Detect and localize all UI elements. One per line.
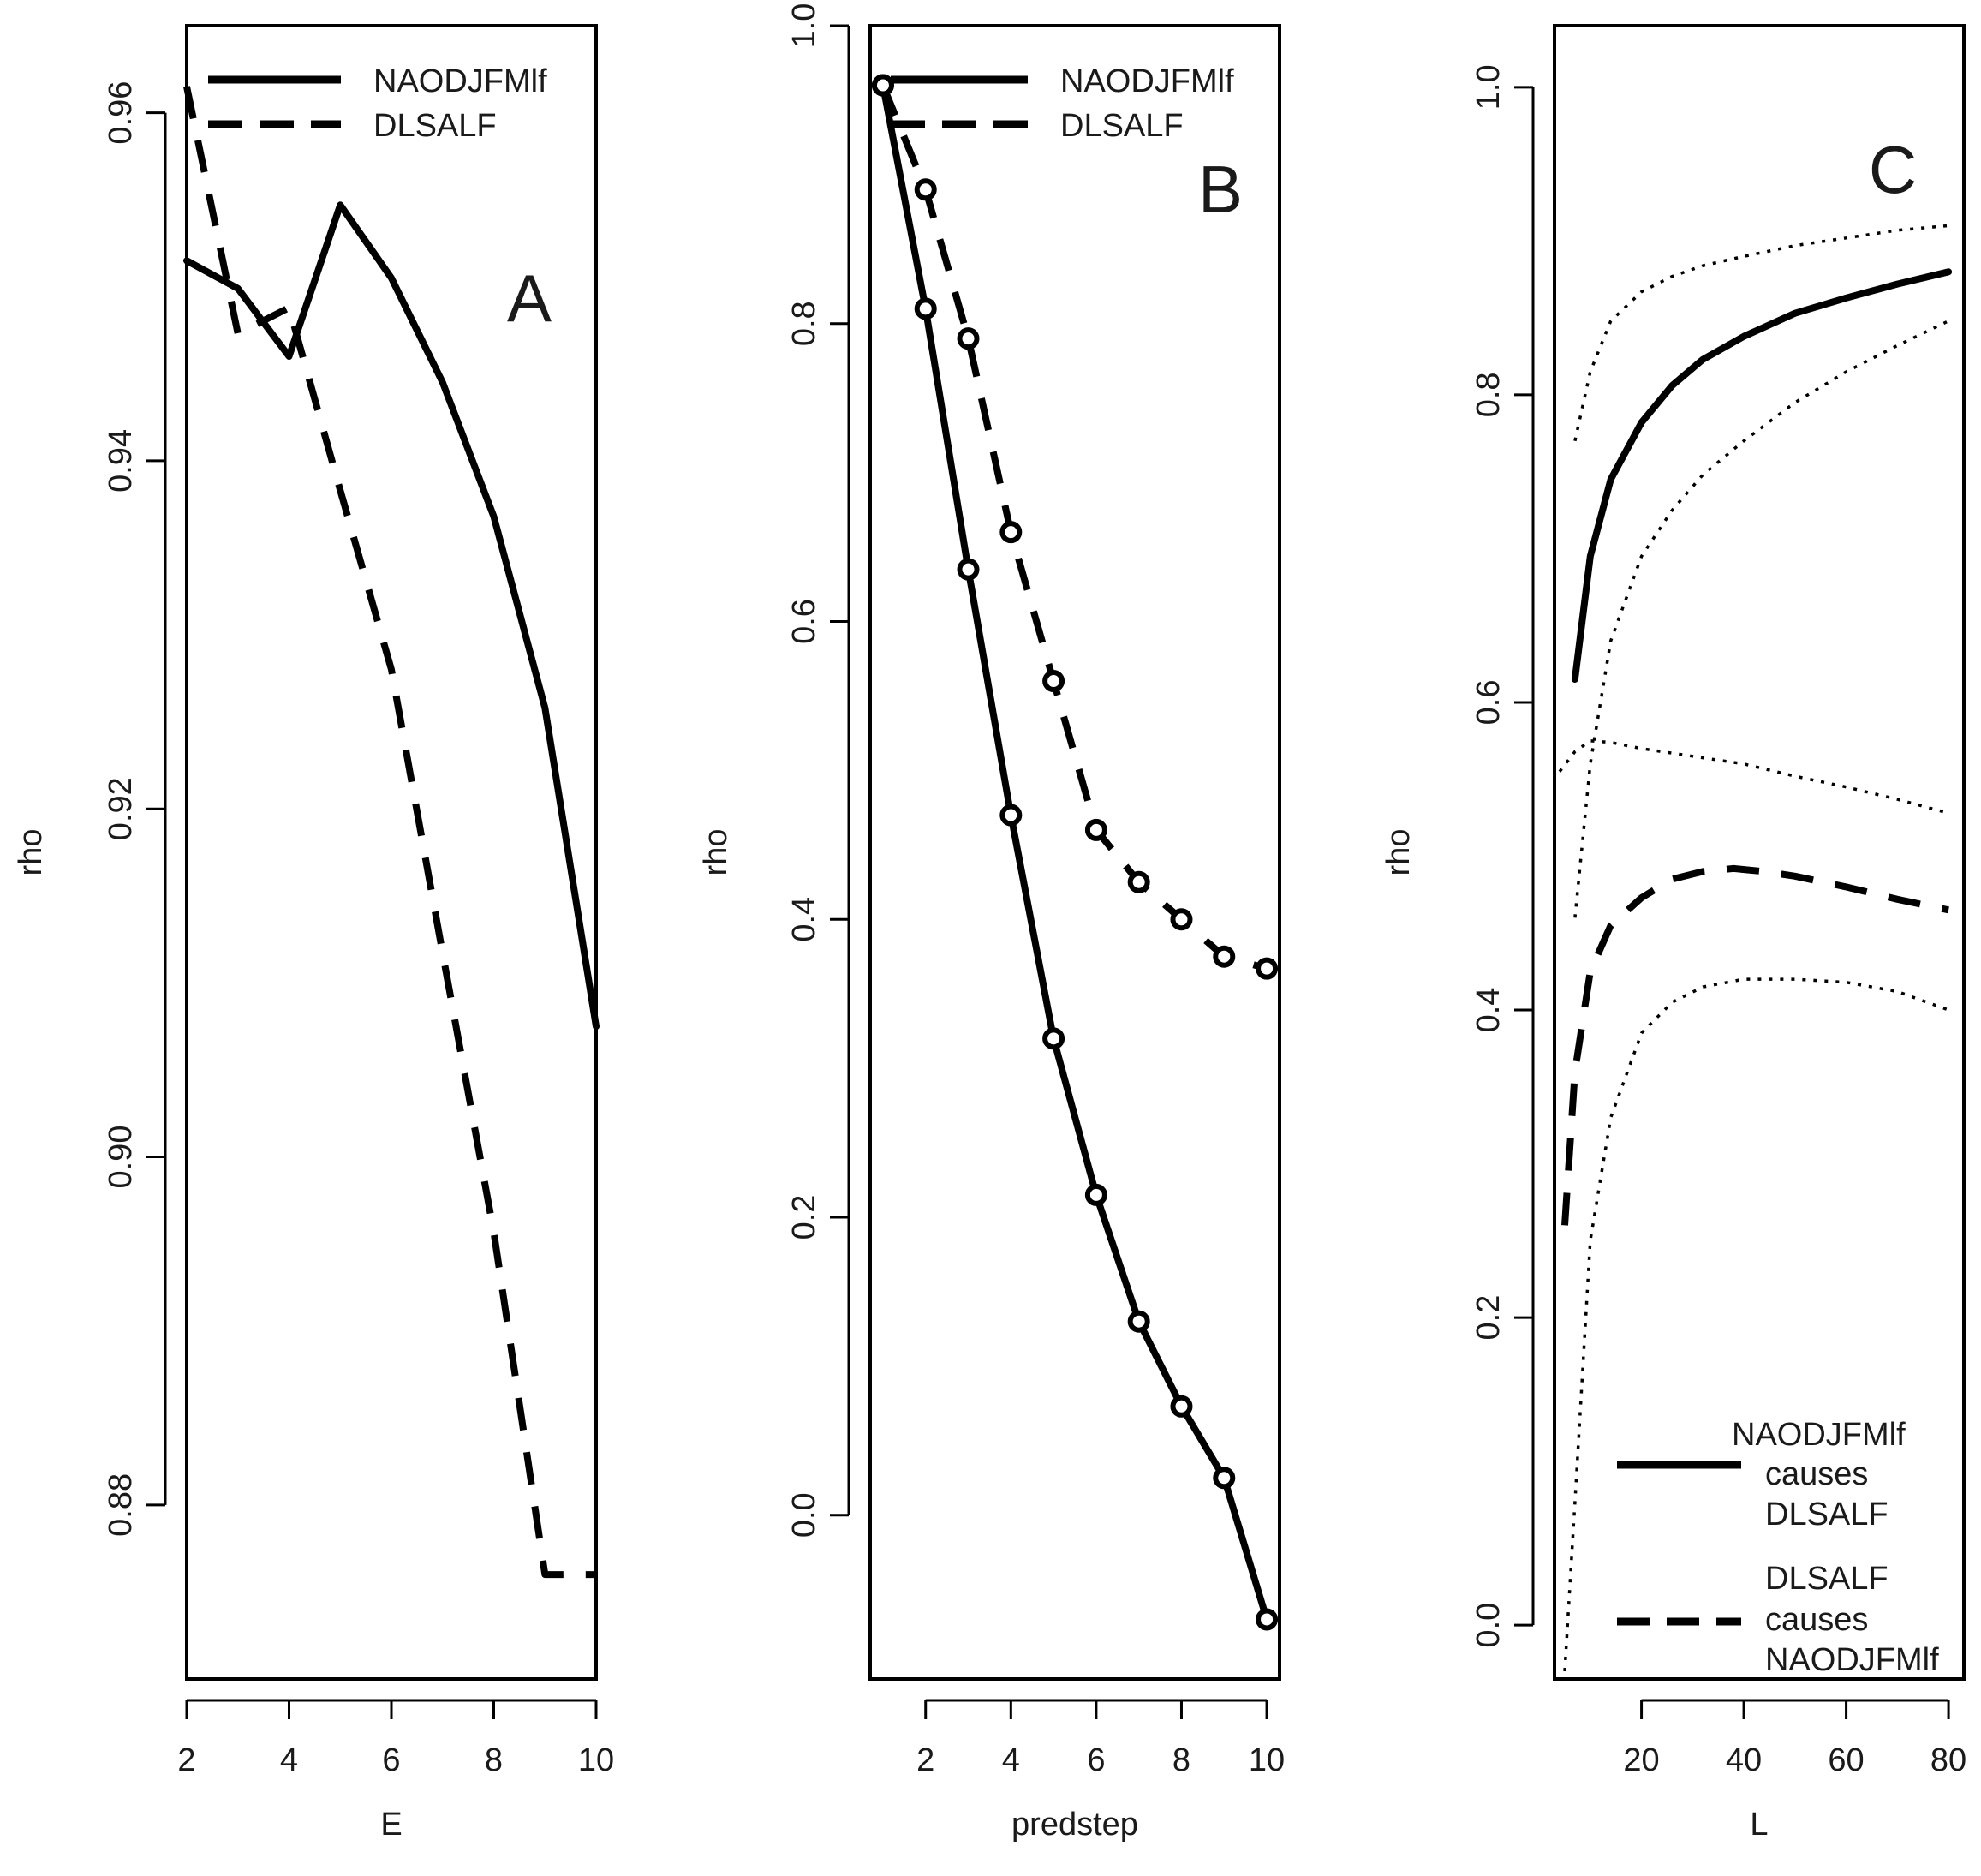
data-point: [1084, 818, 1107, 841]
y-tick-label: 0.94: [103, 429, 139, 493]
plot-frame: [185, 24, 598, 1681]
data-point: [1127, 1310, 1150, 1333]
x-tick-label: 8: [1172, 1742, 1190, 1778]
y-tick-label: 0.90: [103, 1126, 139, 1189]
data-point: [1213, 945, 1236, 968]
x-axis-title: predstep: [1011, 1807, 1138, 1843]
panel-b: 2 4 6 8 10 0.0 0.2 0.4 0.6 0.8 1.0 predstep rho B…: [698, 3, 1285, 1843]
data-point: [1170, 1395, 1193, 1418]
series-line: [183, 86, 596, 1579]
series-line: [879, 81, 1271, 1623]
y-tick-label: 0.88: [103, 1473, 139, 1537]
y-tick-label: 0.6: [786, 599, 822, 644]
y-tick-label: 0.4: [1471, 988, 1507, 1033]
series-line: [183, 201, 600, 1031]
y-tick-label: 0.8: [786, 301, 822, 346]
x-tick-label: 40: [1726, 1742, 1762, 1778]
x-tick-label: 10: [1249, 1742, 1285, 1778]
series-line: [1558, 739, 1949, 815]
data-point: [1213, 1467, 1236, 1490]
x-tick-label: 2: [916, 1742, 934, 1778]
legend-label: DLSALF: [1060, 108, 1184, 144]
x-tick-label: 6: [382, 1742, 400, 1778]
y-tick-label: 0.6: [1471, 680, 1507, 726]
x-tick-label: 6: [1087, 1742, 1105, 1778]
y-tick-label: 0.0: [786, 1492, 822, 1538]
y-tick-label: 0.0: [1471, 1603, 1507, 1648]
legend-label-line: NAODJFMlf: [1765, 1642, 1939, 1678]
data-point: [957, 558, 980, 581]
panel-c: 20 40 60 80 0.0 0.2 0.4 0.6 0.8 1.0 L rho C NAOD…: [1381, 24, 1966, 1843]
legend-label: NAODJFMlf: [373, 63, 547, 99]
y-tick-label: 0.2: [786, 1195, 822, 1240]
legend: NAODJFMlf causes DLSALF DLSALF causes NA…: [1617, 1417, 1939, 1678]
data-point: [871, 74, 894, 97]
data-point: [957, 327, 980, 350]
legend-label-line: DLSALF: [1765, 1561, 1889, 1597]
y-axis-title: rho: [1381, 829, 1417, 876]
x-tick-label: 8: [485, 1742, 503, 1778]
legend-label: NAODJFMlf: [1060, 63, 1234, 99]
series-line: [880, 83, 1268, 972]
x-axis-title: E: [380, 1807, 402, 1843]
panel-letter: C: [1869, 132, 1917, 207]
y-tick-label: 0.4: [786, 897, 822, 942]
series-line: [1561, 864, 1949, 1226]
data-point: [914, 297, 937, 320]
series-line: [1571, 268, 1953, 683]
x-tick-label: 60: [1828, 1742, 1864, 1778]
legend-label-line: NAODJFMlf: [1732, 1417, 1906, 1453]
x-axis-title: L: [1750, 1807, 1768, 1843]
x-tick-label: 4: [280, 1742, 298, 1778]
legend-label: DLSALF: [373, 108, 497, 144]
plot-frame: [1553, 24, 1966, 1681]
y-tick-label: 1.0: [786, 3, 822, 49]
data-point: [1042, 1027, 1065, 1050]
panel-letter: B: [1198, 152, 1243, 227]
x-tick-label: 20: [1623, 1742, 1659, 1778]
y-tick-label: 0.2: [1471, 1295, 1507, 1341]
y-axis-title: rho: [698, 829, 734, 876]
data-point: [999, 804, 1023, 827]
plot-frame: [868, 24, 1281, 1681]
data-point: [914, 178, 937, 201]
y-axis-title: rho: [13, 829, 49, 876]
legend: NAODJFMlf DLSALF: [891, 63, 1234, 144]
data-point: [1042, 670, 1065, 693]
series-line: [1563, 977, 1949, 1672]
y-tick-label: 0.92: [103, 777, 139, 840]
y-tick-label: 1.0: [1471, 64, 1507, 110]
x-tick-label: 80: [1930, 1742, 1966, 1778]
series-line: [1573, 320, 1949, 918]
data-point: [1170, 908, 1193, 931]
data-point: [999, 521, 1023, 544]
legend-label-line: causes: [1765, 1456, 1868, 1492]
y-tick-label: 0.96: [103, 81, 139, 145]
legend-label-line: causes: [1765, 1602, 1868, 1638]
legend: NAODJFMlf DLSALF: [208, 63, 547, 144]
data-point: [1127, 870, 1150, 893]
data-point: [1084, 1183, 1107, 1206]
panel-letter: A: [507, 260, 552, 336]
legend-label-line: DLSALF: [1765, 1497, 1889, 1532]
data-point: [1256, 1608, 1279, 1631]
x-tick-label: 4: [1002, 1742, 1020, 1778]
data-point: [1256, 957, 1279, 980]
x-tick-label: 2: [177, 1742, 195, 1778]
panel-a: 2 4 6 8 10 0.88 0.90 0.92 0.94 0.96 E rho A NAOD…: [13, 24, 614, 1843]
x-tick-label: 10: [578, 1742, 614, 1778]
series-line: [1573, 224, 1949, 442]
y-tick-label: 0.8: [1471, 372, 1507, 417]
